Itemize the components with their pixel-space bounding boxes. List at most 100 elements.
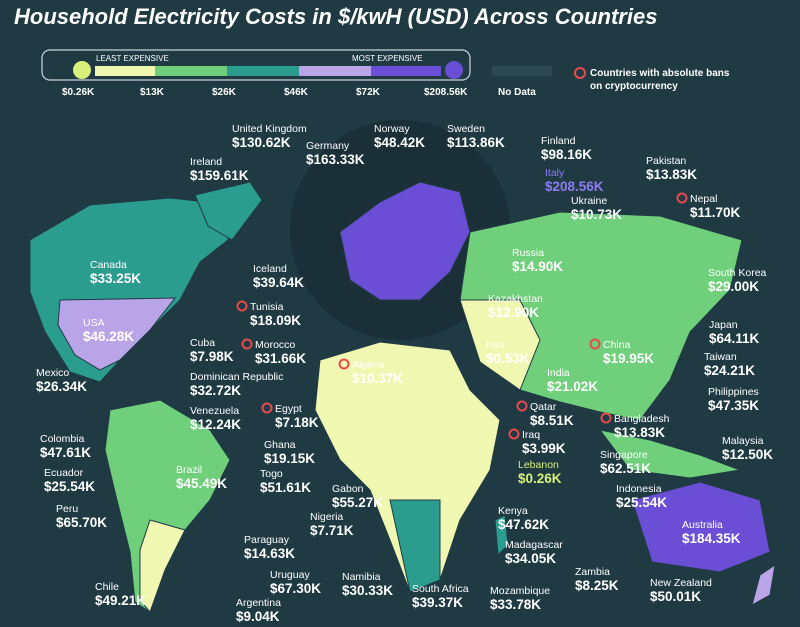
australia <box>631 481 771 573</box>
country-value: $10.73K <box>571 207 622 222</box>
country-name: Taiwan <box>704 351 737 363</box>
ban-icon <box>508 428 520 440</box>
country-name: South Korea <box>708 267 767 279</box>
legend-tick-label: $208.56K <box>424 87 468 98</box>
country-value: $8.25K <box>575 578 619 593</box>
ban-icon <box>676 192 688 204</box>
country-name: Philippines <box>708 386 759 398</box>
country-name: Sweden <box>447 123 485 135</box>
country-name: South Africa <box>412 583 469 595</box>
ban-icon <box>261 402 273 414</box>
country-name: Pakistan <box>646 155 686 167</box>
country-name: Russia <box>512 247 544 259</box>
country-value: $19.15K <box>264 451 315 466</box>
country-value: $184.35K <box>682 531 741 546</box>
low-icon <box>73 61 91 79</box>
country-name: Paraguay <box>244 534 290 546</box>
country-value: $55.27K <box>332 495 383 510</box>
legend-swatch <box>371 66 441 76</box>
legend-tick-label: $0.26K <box>62 87 95 98</box>
country-value: $7.18K <box>275 415 319 430</box>
country-name: Namibia <box>342 571 381 583</box>
no-data-label: No Data <box>498 87 536 98</box>
legend-tick-label: $26K <box>212 87 237 98</box>
country-name: Iraq <box>522 429 540 441</box>
country-name: Uruguay <box>270 569 310 581</box>
country-name: Australia <box>682 519 723 531</box>
country-name: Madagascar <box>505 539 563 551</box>
country-value: $39.64K <box>253 275 304 290</box>
country-name: Bangladesh <box>614 413 670 425</box>
ban-note: Countries with absolute bans <box>590 68 730 79</box>
country-name: Iceland <box>253 263 287 275</box>
country-value: $24.21K <box>704 363 755 378</box>
country-value: $8.51K <box>530 413 574 428</box>
country-name: India <box>547 367 570 379</box>
ban-icon <box>574 67 586 79</box>
country-name: New Zealand <box>650 577 712 589</box>
high-icon <box>445 61 463 79</box>
country-value: $7.71K <box>310 523 354 538</box>
country-name: Ghana <box>264 439 296 451</box>
country-value: $29.00K <box>708 279 759 294</box>
legend-frame <box>41 49 471 81</box>
country-value: $159.61K <box>190 168 249 183</box>
country-value: $0.53K <box>486 351 530 366</box>
country-name: Togo <box>260 468 283 480</box>
ban-icon <box>600 412 612 424</box>
country-value: $13.83K <box>646 167 697 182</box>
ban-icon <box>589 338 601 350</box>
country-name: Algeria <box>352 359 385 371</box>
madagascar <box>494 514 509 557</box>
country-name: Cuba <box>190 337 215 349</box>
legend-swatch <box>95 66 155 76</box>
ban-icon <box>338 358 350 370</box>
country-name: Indonesia <box>616 483 662 495</box>
usa <box>57 297 177 371</box>
country-name: Germany <box>306 140 350 152</box>
country-value: $49.21K <box>95 593 146 608</box>
country-value: $12.24K <box>190 417 241 432</box>
country-value: $13.83K <box>614 425 665 440</box>
country-name: Egypt <box>275 403 302 415</box>
country-value: $10.37K <box>352 371 403 386</box>
country-value: $33.78K <box>490 597 541 612</box>
country-value: $7.98K <box>190 349 234 364</box>
country-name: Kazakhstan <box>488 293 543 305</box>
country-value: $19.95K <box>603 351 654 366</box>
country-value: $12.90K <box>488 305 539 320</box>
legend-swatch <box>155 66 227 76</box>
country-name: Lebanon <box>518 459 559 471</box>
legend-swatch <box>299 66 371 76</box>
country-name: Colombia <box>40 433 85 445</box>
country-name: USA <box>83 317 105 329</box>
map <box>29 120 776 613</box>
country-value: $34.05K <box>505 551 556 566</box>
country-name: Morocco <box>255 339 295 351</box>
country-name: Kenya <box>498 505 528 517</box>
country-value: $3.99K <box>522 441 566 456</box>
country-value: $46.28K <box>83 329 134 344</box>
central-asia <box>459 299 541 391</box>
legend: LEAST EXPENSIVE MOST EXPENSIVE Countries… <box>41 49 730 98</box>
country-name: Dominican Republic <box>190 371 283 383</box>
country-name: Zambia <box>575 566 610 578</box>
country-value: $130.62K <box>232 135 291 150</box>
country-value: $26.34K <box>36 379 87 394</box>
country-name: Canada <box>90 259 127 271</box>
country-name: Argentina <box>236 597 281 609</box>
country-value: $14.90K <box>512 259 563 274</box>
legend-low-label: LEAST EXPENSIVE <box>96 54 169 63</box>
country-name: Brazil <box>176 464 202 476</box>
ban-note: on cryptocurrency <box>590 81 678 92</box>
new-zealand <box>751 563 776 607</box>
country-value: $47.35K <box>708 398 759 413</box>
country-name: Ecuador <box>44 467 84 479</box>
country-value: $11.70K <box>690 205 741 220</box>
country-value: $64.11K <box>709 331 760 346</box>
southern-africa <box>389 499 441 593</box>
country-value: $18.09K <box>250 313 301 328</box>
no-data-swatch <box>492 66 552 76</box>
country-name: United Kingdom <box>232 123 307 135</box>
legend-tick-label: $13K <box>140 87 165 98</box>
